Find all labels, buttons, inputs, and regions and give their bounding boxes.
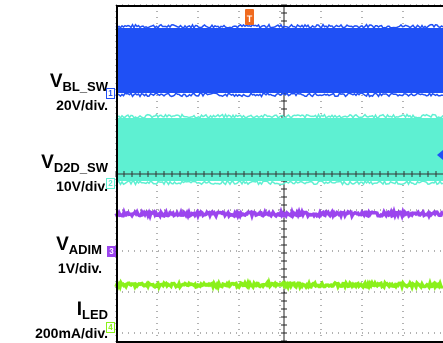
ch1-marker: 1	[106, 88, 115, 99]
ch4-scale: 200mA/div.	[35, 325, 108, 341]
ch1-label: VBL_SW 20V/div.	[0, 71, 108, 114]
ch1-trace-bottom-noise	[115, 91, 443, 98]
ch2-trace-top-noise	[115, 112, 443, 120]
ch4-label: ILED 200mA/div.	[0, 299, 108, 342]
traces	[114, 23, 443, 293]
ch1-signal-name: VBL_SW	[49, 71, 108, 95]
ch1-trace-top-noise	[115, 23, 443, 30]
trigger-label: T	[247, 14, 253, 24]
ch2-marker: 2	[106, 178, 115, 189]
ch2-trace-bottom-noise	[115, 179, 443, 187]
ch1-trace	[116, 28, 443, 93]
ch2-label: VD2D_SW 10V/div.	[0, 152, 108, 195]
ch4-trace	[114, 276, 443, 293]
ch4-signal-name: ILED	[76, 299, 108, 323]
ch4-marker: 4	[106, 322, 115, 333]
scope-frame	[116, 5, 443, 343]
trigger-marker: T	[245, 9, 254, 25]
ch3-label: VADIM 1V/div.	[0, 234, 102, 277]
ch2-trace	[116, 118, 443, 181]
ch3-signal-name: VADIM	[56, 234, 102, 258]
ch2-scale: 10V/div.	[56, 178, 108, 194]
ch3-marker: 3	[107, 246, 116, 257]
ch3-trace	[114, 205, 443, 222]
scope-display: T	[114, 4, 443, 343]
ch1-offset-marker	[437, 150, 443, 160]
ch3-scale: 1V/div.	[57, 260, 102, 276]
ch2-signal-name: VD2D_SW	[41, 152, 108, 176]
ch1-scale: 20V/div.	[56, 97, 108, 113]
frame-border	[116, 5, 443, 343]
trigger-badge	[245, 9, 254, 25]
